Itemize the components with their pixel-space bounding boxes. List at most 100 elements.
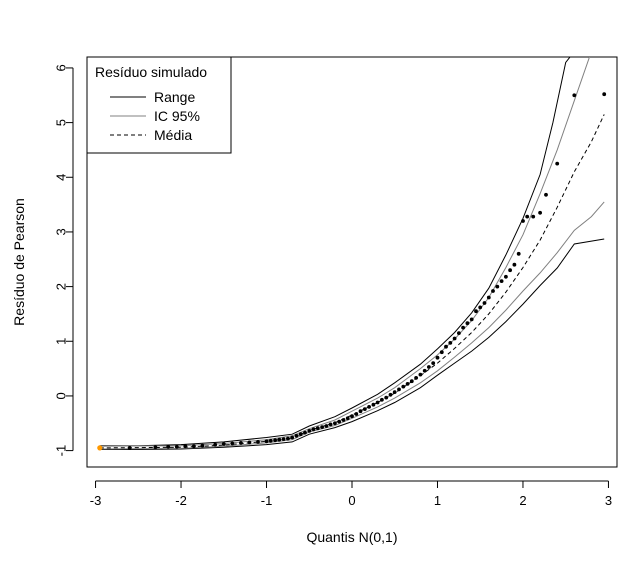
residual-point [273, 438, 277, 443]
residual-point [388, 392, 393, 397]
residual-point [350, 414, 354, 419]
residual-point [200, 443, 205, 448]
residual-point [521, 219, 525, 223]
range-lower-line [99, 238, 605, 450]
residual-point [367, 405, 371, 409]
ic-lower-line [99, 201, 605, 450]
data-points [97, 92, 607, 451]
residual-point [405, 382, 410, 386]
residual-point [544, 192, 548, 197]
residual-point [354, 412, 359, 416]
residual-point [384, 395, 389, 400]
residual-point [281, 437, 286, 441]
y-tick-label: 5 [54, 119, 69, 126]
residual-point [247, 440, 252, 445]
x-tick-label: -3 [90, 493, 102, 508]
residual-point [298, 432, 303, 437]
residual-point [491, 289, 495, 293]
residual-point [358, 409, 363, 414]
residual-point [320, 425, 324, 429]
legend-entry-ic: IC 95% [154, 108, 200, 124]
residual-point [153, 445, 158, 450]
residual-point [602, 92, 607, 97]
x-tick-label: -1 [261, 493, 273, 508]
residual-point [461, 325, 465, 330]
residual-point [324, 424, 329, 428]
legend: Resíduo simulado Range IC 95% Média [86, 56, 232, 154]
residual-point [375, 400, 380, 405]
y-axis-label: Resíduo de Pearson [11, 198, 27, 326]
residual-point [452, 336, 457, 341]
residual-point [538, 210, 542, 215]
residual-point [166, 444, 171, 449]
residual-point [345, 416, 350, 421]
residual-point [127, 446, 132, 450]
residual-point [397, 387, 401, 392]
residual-point [183, 444, 188, 449]
y-tick-label: 6 [54, 64, 69, 71]
residual-point [512, 262, 517, 267]
x-tick-label: 2 [519, 493, 526, 508]
y-tick-label: -1 [54, 445, 69, 457]
residual-point [290, 435, 295, 440]
residual-point [328, 422, 333, 427]
residual-point [315, 426, 320, 431]
residual-point [286, 436, 290, 441]
residual-point [495, 284, 500, 289]
residual-point [482, 301, 487, 305]
residual-point [221, 442, 226, 446]
x-axis: -3 -2 -1 0 1 2 3 [90, 480, 612, 508]
legend-entry-media: Média [154, 127, 192, 143]
residual-point [422, 368, 427, 373]
residual-point [486, 295, 491, 300]
residual-point [362, 407, 367, 411]
residual-point [380, 397, 384, 402]
residual-point [572, 93, 577, 98]
residual-point [401, 384, 406, 389]
residual-point [418, 372, 423, 377]
residual-point [213, 442, 218, 447]
y-tick-label: 3 [54, 228, 69, 235]
residual-point [478, 305, 483, 310]
y-tick-label: 4 [54, 174, 69, 181]
residual-point [303, 430, 307, 435]
residual-point [465, 321, 470, 326]
residual-point [435, 355, 440, 360]
highlight-point [97, 445, 103, 451]
residual-point [371, 402, 376, 407]
range-upper-line [99, 57, 571, 447]
residual-point [174, 444, 179, 449]
residual-point [192, 444, 196, 449]
x-tick-label: 1 [434, 493, 441, 508]
y-axis: -1 0 1 2 3 4 5 6 [54, 64, 74, 456]
legend-entry-range: Range [154, 89, 195, 105]
residual-point [427, 365, 431, 369]
residual-point [525, 214, 530, 219]
x-tick-label: 3 [605, 493, 612, 508]
x-tick-label: 0 [348, 493, 355, 508]
legend-box [86, 56, 232, 154]
residual-point [311, 427, 316, 432]
residual-point [431, 361, 436, 365]
residual-point [508, 268, 512, 273]
residual-point [264, 439, 269, 444]
residual-point [504, 274, 508, 279]
residual-point [409, 379, 414, 384]
residual-point [392, 390, 397, 394]
x-axis-label: Quantis N(0,1) [306, 529, 397, 545]
residual-point [555, 161, 560, 166]
residual-point [516, 251, 521, 256]
y-tick-label: 2 [54, 283, 69, 290]
residual-point [230, 441, 235, 446]
residual-point [457, 331, 461, 335]
media-line [99, 114, 605, 449]
plot-frame [86, 56, 618, 468]
residual-point [414, 376, 418, 380]
residual-point [444, 344, 448, 349]
residual-point [307, 429, 312, 433]
residual-point [531, 214, 536, 219]
residual-point [341, 418, 346, 422]
residual-point [474, 309, 478, 314]
residual-point [469, 317, 474, 322]
